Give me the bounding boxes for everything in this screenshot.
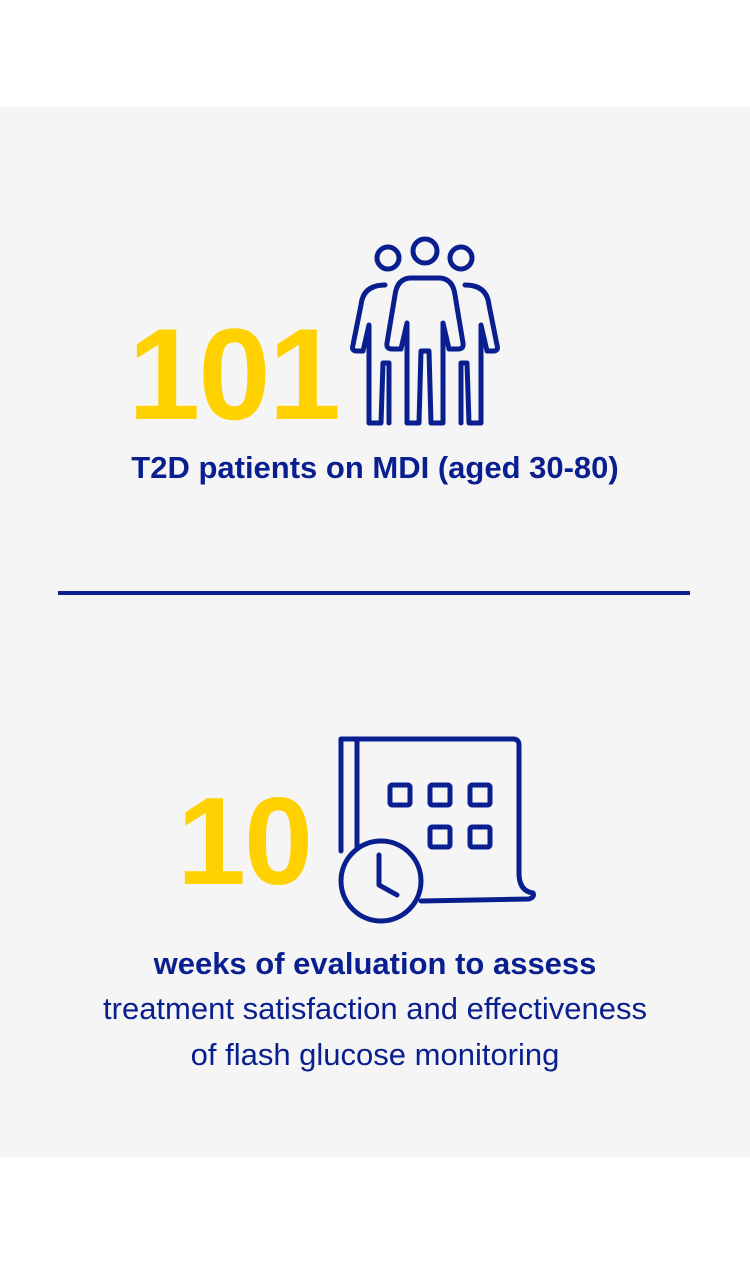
people-group-icon: [350, 236, 500, 426]
patients-caption: T2D patients on MDI (aged 30-80): [131, 450, 619, 485]
weeks-caption-line: treatment satisfaction and effectiveness: [103, 991, 647, 1026]
patients-count: 101: [128, 301, 341, 447]
weeks-caption-heading: weeks of evaluation to assess: [153, 946, 597, 981]
weeks-count: 10: [177, 773, 313, 911]
weeks-caption-line: of flash glucose monitoring: [190, 1037, 560, 1072]
calendar-clock-icon: [338, 736, 536, 924]
section-divider: [58, 591, 690, 595]
infographic-panel: [0, 107, 750, 1157]
